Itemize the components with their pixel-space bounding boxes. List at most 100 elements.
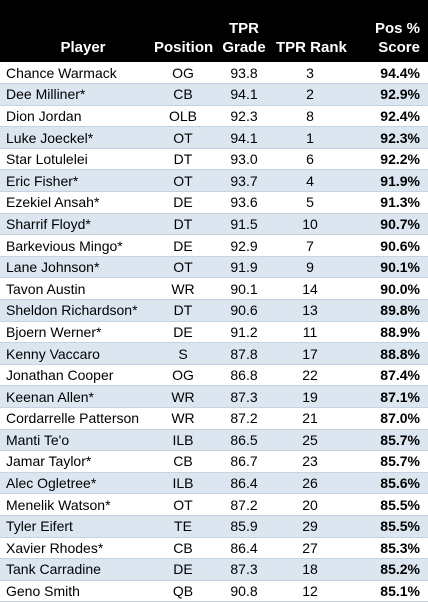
table-row: Dee Milliner* CB 94.1 2 92.9% xyxy=(0,83,428,106)
cell-player: Tyler Eifert xyxy=(0,515,150,538)
table-row: Keenan Allen* WR 87.3 19 87.1% xyxy=(0,385,428,408)
table-row: Alec Ogletree* ILB 86.4 26 85.6% xyxy=(0,472,428,495)
table-row: Luke Joeckel* OT 94.1 1 92.3% xyxy=(0,126,428,149)
cell-player: Cordarrelle Patterson xyxy=(0,407,150,430)
cell-position: OG xyxy=(150,62,216,85)
table-header: Player Position TPR Grade TPR Rank Pos % S… xyxy=(0,0,428,62)
cell-pos-score: 85.7% xyxy=(348,429,428,452)
cell-player: Alec Ogletree* xyxy=(0,472,150,495)
cell-player: Star Lotulelei xyxy=(0,148,150,171)
cell-tpr-rank: 6 xyxy=(272,148,348,171)
cell-tpr-grade: 87.3 xyxy=(216,385,272,408)
table-row: Cordarrelle Patterson WR 87.2 21 87.0% xyxy=(0,407,428,430)
cell-position: TE xyxy=(150,515,216,538)
table-row: Jonathan Cooper OG 86.8 22 87.4% xyxy=(0,364,428,387)
cell-tpr-rank: 14 xyxy=(272,277,348,301)
cell-position: OLB xyxy=(150,105,216,128)
cell-player: Tavon Austin xyxy=(0,277,150,301)
cell-tpr-grade: 87.2 xyxy=(216,407,272,430)
cell-tpr-rank: 19 xyxy=(272,385,348,408)
header-tpr-grade-line1: TPR xyxy=(229,20,259,37)
cell-player: Luke Joeckel* xyxy=(0,126,150,149)
cell-tpr-grade: 92.3 xyxy=(216,105,272,128)
cell-player: Jamar Taylor* xyxy=(0,450,150,473)
cell-pos-score: 88.8% xyxy=(348,342,428,365)
cell-position: CB xyxy=(150,83,216,106)
cell-pos-score: 87.0% xyxy=(348,407,428,430)
cell-pos-score: 87.4% xyxy=(348,364,428,387)
cell-pos-score: 91.3% xyxy=(348,191,428,214)
cell-position: ILB xyxy=(150,429,216,452)
cell-position: OT xyxy=(150,493,216,516)
cell-position: WR xyxy=(150,385,216,408)
cell-player: Barkevious Mingo* xyxy=(0,234,150,257)
cell-player: Kenny Vaccaro xyxy=(0,342,150,365)
cell-position: QB xyxy=(150,580,216,602)
cell-pos-score: 90.6% xyxy=(348,234,428,257)
cell-player: Ezekiel Ansah* xyxy=(0,191,150,214)
cell-tpr-rank: 3 xyxy=(272,62,348,85)
header-tpr-grade: TPR Grade xyxy=(216,0,272,62)
cell-tpr-grade: 90.8 xyxy=(216,580,272,602)
cell-tpr-rank: 11 xyxy=(272,321,348,344)
table-row: Star Lotulelei DT 93.0 6 92.2% xyxy=(0,148,428,171)
cell-tpr-rank: 18 xyxy=(272,558,348,581)
table-row: Kenny Vaccaro S 87.8 17 88.8% xyxy=(0,342,428,365)
header-row: Player Position TPR Grade TPR Rank Pos % S… xyxy=(0,0,428,62)
cell-tpr-rank: 1 xyxy=(272,126,348,149)
header-pos-score-line2: Score xyxy=(378,39,420,56)
cell-tpr-grade: 91.2 xyxy=(216,321,272,344)
cell-pos-score: 92.3% xyxy=(348,126,428,149)
cell-position: CB xyxy=(150,450,216,473)
cell-tpr-rank: 13 xyxy=(272,299,348,322)
cell-tpr-grade: 85.9 xyxy=(216,515,272,538)
cell-tpr-grade: 86.7 xyxy=(216,450,272,473)
table-row: Barkevious Mingo* DE 92.9 7 90.6% xyxy=(0,234,428,257)
cell-pos-score: 92.4% xyxy=(348,105,428,128)
cell-tpr-grade: 90.6 xyxy=(216,299,272,322)
header-player: Player xyxy=(60,39,106,56)
table-row: Geno Smith QB 90.8 12 85.1% xyxy=(0,580,428,602)
cell-player: Jonathan Cooper xyxy=(0,364,150,387)
cell-pos-score: 85.7% xyxy=(348,450,428,473)
cell-position: DT xyxy=(150,148,216,171)
cell-tpr-rank: 9 xyxy=(272,256,348,279)
cell-pos-score: 91.9% xyxy=(348,169,428,193)
table-row: Sharrif Floyd* DT 91.5 10 90.7% xyxy=(0,213,428,236)
table-row: Sheldon Richardson* DT 90.6 13 89.8% xyxy=(0,299,428,322)
cell-pos-score: 88.9% xyxy=(348,321,428,344)
cell-tpr-rank: 7 xyxy=(272,234,348,257)
cell-position: OT xyxy=(150,126,216,149)
table-row: Bjoern Werner* DE 91.2 11 88.9% xyxy=(0,321,428,344)
cell-tpr-grade: 94.1 xyxy=(216,126,272,149)
cell-player: Dee Milliner* xyxy=(0,83,150,106)
table-row: Tank Carradine DE 87.3 18 85.2% xyxy=(0,558,428,581)
cell-player: Tank Carradine xyxy=(0,558,150,581)
cell-tpr-grade: 86.4 xyxy=(216,472,272,495)
cell-tpr-grade: 93.8 xyxy=(216,62,272,85)
cell-tpr-rank: 20 xyxy=(272,493,348,516)
cell-tpr-grade: 92.9 xyxy=(216,234,272,257)
cell-pos-score: 85.6% xyxy=(348,472,428,495)
cell-position: CB xyxy=(150,537,216,560)
cell-tpr-rank: 4 xyxy=(272,169,348,193)
header-tpr-grade-line2: Grade xyxy=(222,39,266,56)
cell-tpr-rank: 5 xyxy=(272,191,348,214)
cell-tpr-grade: 93.0 xyxy=(216,148,272,171)
table-row: Tavon Austin WR 90.1 14 90.0% xyxy=(0,277,428,301)
cell-pos-score: 92.9% xyxy=(348,83,428,106)
cell-tpr-rank: 26 xyxy=(272,472,348,495)
table-row: Xavier Rhodes* CB 86.4 27 85.3% xyxy=(0,537,428,560)
header-position: Position xyxy=(154,39,214,56)
table-row: Eric Fisher* OT 93.7 4 91.9% xyxy=(0,169,428,193)
cell-pos-score: 92.2% xyxy=(348,148,428,171)
cell-tpr-rank: 29 xyxy=(272,515,348,538)
cell-player: Chance Warmack xyxy=(0,62,150,85)
cell-pos-score: 90.7% xyxy=(348,213,428,236)
cell-tpr-grade: 86.4 xyxy=(216,537,272,560)
cell-position: DE xyxy=(150,321,216,344)
cell-tpr-rank: 27 xyxy=(272,537,348,560)
cell-player: Sharrif Floyd* xyxy=(0,213,150,236)
table-row: Manti Te'o ILB 86.5 25 85.7% xyxy=(0,429,428,452)
